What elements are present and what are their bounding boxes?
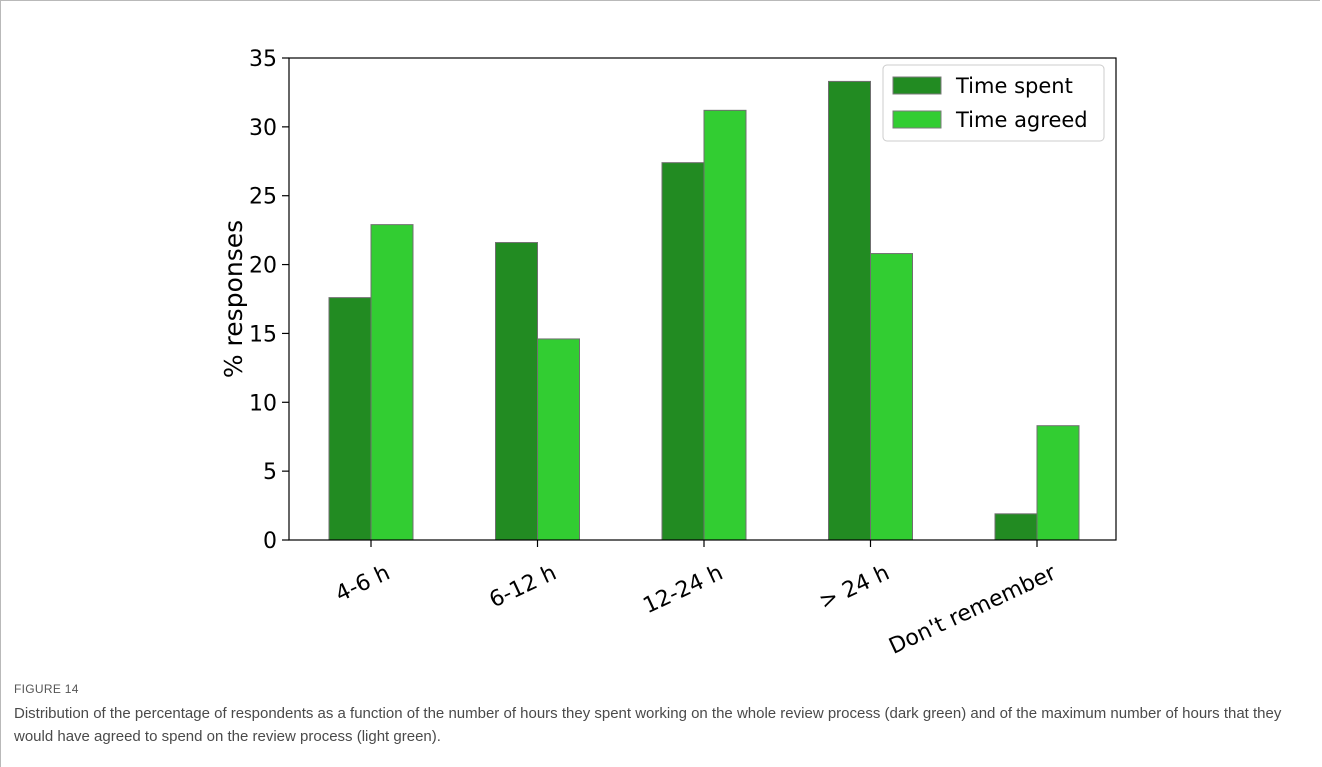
legend-label-time-spent: Time spent	[955, 74, 1073, 98]
bar-time-agreed-12-24-h	[703, 109, 747, 541]
bar-time-spent-don-t-remember	[994, 513, 1038, 541]
x-tick-label-24-h: > 24 h	[816, 561, 894, 615]
bar-time-spent-12-24-h	[661, 162, 705, 541]
x-tick-label-6-12-h: 6-12 h	[486, 561, 561, 614]
caption-text: Distribution of the percentage of respon…	[14, 705, 1282, 745]
y-tick-label: 15	[249, 322, 277, 347]
y-tick-label: 35	[249, 47, 277, 72]
legend-swatch-time-spent	[892, 76, 942, 95]
bar-time-spent-6-12-h	[495, 242, 538, 541]
bar-time-agreed-24-h	[870, 253, 913, 541]
bar-time-spent-24-h	[828, 80, 871, 541]
bar-time-agreed-don-t-remember	[1036, 425, 1080, 541]
y-axis-label: % responses	[219, 220, 248, 378]
x-tick-label-12-24-h: 12-24 h	[639, 561, 726, 620]
bar-time-agreed-6-12-h	[537, 338, 580, 541]
legend-swatch-time-agreed	[892, 110, 942, 129]
y-tick-label: 20	[249, 254, 277, 279]
x-tick-label-4-6-h: 4-6 h	[332, 561, 394, 608]
y-tick-label: 5	[263, 460, 277, 485]
bars-group	[328, 80, 1080, 541]
x-tick-label-don-t-remember: Don't remember	[885, 560, 1061, 660]
y-tick-label: 25	[249, 185, 277, 210]
figure-caption: FIGURE 14 Distribution of the percentage…	[14, 682, 1304, 748]
y-tick-label: 0	[263, 529, 277, 554]
y-tick-label: 10	[249, 391, 277, 416]
legend-label-time-agreed: Time agreed	[955, 108, 1088, 132]
legend: Time spent Time agreed	[882, 64, 1105, 142]
bar-time-agreed-4-6-h	[370, 224, 414, 541]
y-axis: 0 5 10 15 20 25 30 35	[249, 47, 289, 554]
y-tick-label: 30	[249, 116, 277, 141]
plot-area-frame	[288, 57, 1117, 541]
bar-time-spent-4-6-h	[328, 297, 372, 541]
figure-label: FIGURE 14	[14, 682, 79, 696]
bar-chart: 0 5 10 15 20 25 30 35 4-6 h 6-12 h 12-24 h > 24 hD…	[219, 47, 1117, 660]
